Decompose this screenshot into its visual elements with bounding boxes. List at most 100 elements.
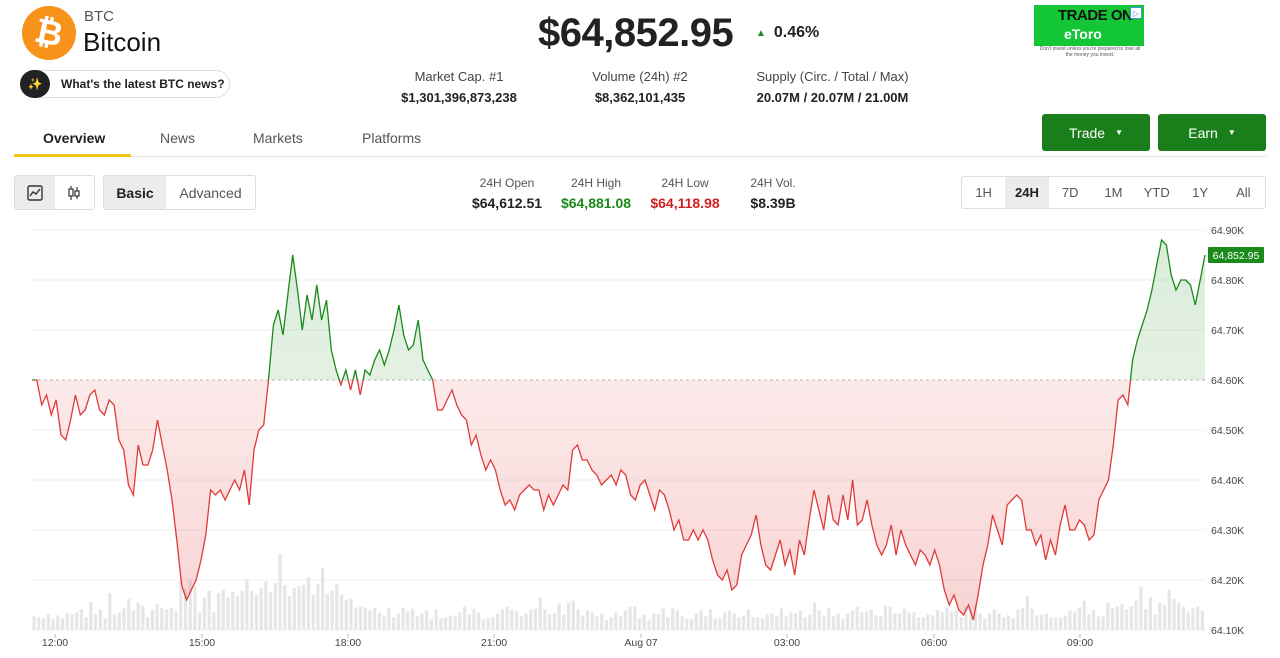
- range-24h[interactable]: 24H: [1005, 177, 1049, 208]
- ad-close-icon[interactable]: ▷: [1130, 7, 1142, 19]
- volume-bar: [1044, 613, 1048, 630]
- volume-bar: [732, 613, 736, 630]
- price-line-down: [32, 380, 1132, 621]
- range-1h[interactable]: 1H: [975, 185, 992, 200]
- line-chart-icon[interactable]: [15, 176, 55, 209]
- volume-bar: [1172, 598, 1176, 630]
- latest-news-button[interactable]: ✨ What's the latest BTC news?: [20, 70, 230, 98]
- volume-bar: [817, 610, 821, 630]
- volume-bar: [916, 617, 921, 630]
- volume-bar: [708, 609, 713, 630]
- volume-bar: [860, 612, 864, 630]
- tab-overview[interactable]: Overview: [43, 130, 106, 146]
- volume-label: Volume (24h) #2: [592, 69, 688, 84]
- volume-bar: [146, 617, 150, 630]
- volume-bar: [429, 619, 434, 630]
- volume-bar: [472, 608, 476, 630]
- volume-bar: [595, 616, 599, 630]
- low-label: 24H Low: [661, 176, 709, 190]
- volume-bar: [855, 606, 859, 630]
- price-chart[interactable]: 64.90K 64.80K 64.70K 64.60K 64.50K 64.40K 64.3…: [0, 218, 1280, 658]
- volume-bar: [41, 618, 46, 630]
- volume-bar: [112, 614, 117, 630]
- range-all[interactable]: All: [1236, 185, 1251, 200]
- volume-bar: [1191, 608, 1195, 630]
- volume-bar: [491, 617, 495, 630]
- volume-bar: [136, 602, 140, 630]
- volume-bar: [883, 605, 888, 630]
- volume-bar: [1016, 609, 1020, 630]
- ad-brand: eToro: [1064, 26, 1102, 42]
- open-label: 24H Open: [479, 176, 535, 190]
- range-ytd[interactable]: YTD: [1143, 185, 1170, 200]
- volume-bar: [543, 609, 547, 630]
- volume-bar: [959, 617, 963, 630]
- volume-bar: [448, 615, 452, 630]
- advanced-mode-button[interactable]: Advanced: [179, 184, 242, 201]
- volume-bar: [254, 594, 259, 630]
- volume-bar: [141, 605, 145, 630]
- volume-bar: [623, 610, 627, 630]
- volume-bar: [689, 619, 694, 630]
- x-tick-label: Aug 07: [624, 637, 657, 649]
- tab-news[interactable]: News: [160, 130, 196, 146]
- volume-bar: [822, 615, 826, 630]
- sparkle-icon: ✨: [20, 70, 50, 98]
- ad-banner[interactable]: TRADE ON eToro ▷ Don't invest unless you…: [1034, 5, 1144, 59]
- volume-bar: [685, 618, 689, 630]
- vol-label: 24H Vol.: [750, 176, 796, 190]
- volume-bar: [609, 617, 613, 630]
- range-7d[interactable]: 7D: [1061, 185, 1079, 200]
- time-range-selector: 1H 24H 7D 1M YTD 1Y All: [961, 176, 1266, 209]
- volume-bar: [368, 610, 372, 630]
- volume-bar: [1002, 617, 1006, 630]
- volume-bar: [56, 615, 60, 630]
- volume-bar: [704, 616, 708, 630]
- volume-bar: [335, 584, 339, 630]
- volume-bar: [169, 607, 173, 630]
- volume-bar: [874, 615, 878, 630]
- volume-bar: [1167, 590, 1171, 630]
- volume-bar: [869, 609, 873, 630]
- trade-button[interactable]: Trade ▼: [1042, 114, 1150, 151]
- volume-bar: [354, 607, 358, 630]
- volume-bar: [619, 616, 623, 630]
- volume-bar: [538, 597, 542, 630]
- volume-bar: [363, 607, 367, 630]
- x-tick-label: 12:00: [42, 637, 68, 649]
- y-tick-label: 64.70K: [1211, 325, 1244, 337]
- volume-bar: [264, 581, 268, 630]
- high-value: $64,881.08: [560, 195, 632, 211]
- volume-bar: [935, 610, 940, 630]
- volume-bar: [1035, 615, 1039, 630]
- up-triangle-icon: ▲: [756, 27, 766, 39]
- volume-bar: [680, 616, 684, 630]
- volume-bar: [585, 610, 590, 630]
- tab-platforms[interactable]: Platforms: [362, 130, 422, 146]
- candlestick-chart-icon[interactable]: [55, 176, 95, 209]
- volume-bar: [382, 615, 386, 630]
- volume-bar: [32, 616, 36, 630]
- volume-bar: [973, 604, 977, 630]
- volume-bar: [741, 615, 746, 630]
- volume-bar: [779, 608, 784, 630]
- chevron-down-icon: ▼: [1115, 128, 1123, 137]
- volume-bar: [396, 613, 400, 630]
- volume-bar: [108, 592, 112, 630]
- volume-bar: [836, 613, 840, 630]
- volume-bar: [1082, 600, 1086, 630]
- volume-bar: [756, 617, 760, 630]
- volume-bar: [1125, 609, 1129, 630]
- range-1y[interactable]: 1Y: [1192, 185, 1208, 200]
- volume-bar: [675, 610, 679, 630]
- earn-button[interactable]: Earn ▼: [1158, 114, 1266, 151]
- volume-bar: [727, 610, 732, 630]
- y-tick-label: 64.20K: [1211, 575, 1244, 587]
- volume-bar: [789, 612, 793, 630]
- volume-bar: [1096, 616, 1100, 630]
- volume-bar: [235, 595, 240, 630]
- basic-mode-button[interactable]: Basic: [104, 176, 166, 209]
- volume-bar: [723, 612, 727, 630]
- tab-markets[interactable]: Markets: [253, 130, 303, 146]
- range-1m[interactable]: 1M: [1104, 185, 1123, 200]
